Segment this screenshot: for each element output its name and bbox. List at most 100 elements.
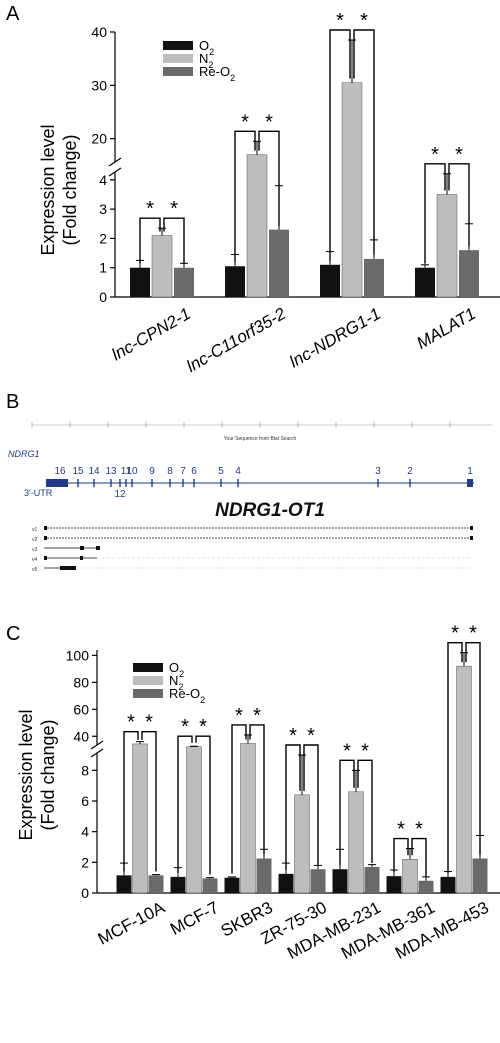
exon-number: 10 — [126, 466, 138, 477]
panel-b-label: B — [6, 391, 19, 413]
significance-bracket — [163, 217, 185, 264]
transcript-title: NDRG1-OT1 — [215, 500, 325, 521]
bar-N2 — [186, 746, 202, 894]
gene-name-label: NDRG1 — [8, 449, 40, 459]
bar-Re-O2 — [174, 267, 194, 297]
transcript-exon — [80, 546, 84, 550]
significance-star: * — [431, 144, 439, 166]
exon-block — [46, 479, 68, 487]
transcript-exon — [80, 556, 83, 560]
exon-number: 13 — [105, 466, 117, 477]
transcript-label: v5 — [32, 567, 38, 573]
bar-O2 — [116, 875, 132, 893]
y-tick-label: 100 — [66, 647, 90, 663]
category-label: MCF-10A — [95, 897, 169, 948]
panel-a-ylabel-line2: (Fold change) — [60, 134, 80, 245]
legend-swatch-O2 — [163, 41, 193, 50]
bar-Re-O2 — [148, 875, 164, 893]
bar-N2 — [294, 794, 310, 894]
bar-N2 — [402, 859, 418, 894]
y-tick-label: 30 — [91, 77, 107, 93]
y-tick-label: 0 — [99, 289, 107, 305]
transcript-tracks: v1 v2 v3 v4 v5 — [32, 526, 473, 573]
y-tick-label: 40 — [91, 24, 107, 40]
transcript-label: v4 — [32, 557, 38, 563]
utr-label: 3'-UTR — [24, 488, 53, 498]
bar-O2 — [332, 869, 348, 893]
legend-swatch-ReO2 — [133, 689, 163, 698]
significance-star: * — [146, 198, 154, 220]
bar-N2 — [436, 194, 458, 298]
y-tick-label: 4 — [99, 172, 107, 188]
category-label: MALAT1 — [413, 304, 479, 353]
bar-O2 — [224, 877, 240, 893]
bar-N2 — [151, 235, 173, 298]
category-label: lnc-C11orf35-2 — [183, 304, 289, 376]
y-tick-label: 4 — [81, 824, 89, 840]
significance-star: * — [253, 705, 261, 727]
exon-number: 7 — [180, 466, 186, 477]
significance-star: * — [265, 111, 273, 133]
significance-bracket — [258, 130, 280, 226]
significance-star: * — [181, 716, 189, 738]
transcript-exon — [470, 536, 473, 540]
bar-N2 — [456, 665, 472, 894]
significance-bracket — [141, 730, 157, 872]
significance-bracket — [285, 744, 301, 870]
bar-O2 — [386, 876, 402, 893]
exon-number: 4 — [235, 466, 241, 477]
exon-number: 2 — [407, 466, 413, 477]
legend-swatch-N2 — [133, 676, 163, 685]
significance-bracket — [393, 837, 409, 873]
significance-bracket — [424, 163, 446, 264]
legend-label-ReO2: Re-O2 — [199, 64, 235, 83]
significance-bracket — [465, 641, 481, 855]
bar-Re-O2 — [364, 866, 380, 893]
bar-N2 — [240, 743, 256, 894]
exon-number: 6 — [191, 466, 197, 477]
significance-bracket — [411, 837, 427, 877]
significance-star: * — [127, 712, 135, 734]
category-label: lnc-CPN2-1 — [108, 304, 194, 364]
exon-number: 11 — [121, 466, 132, 477]
exon-number: 12 — [114, 489, 126, 500]
bar-Re-O2 — [202, 878, 218, 893]
significance-bracket — [123, 730, 139, 872]
significance-bracket — [303, 744, 319, 866]
significance-star: * — [361, 740, 369, 762]
significance-bracket — [177, 735, 193, 873]
exon-number: 16 — [54, 466, 66, 477]
significance-star: * — [343, 740, 351, 762]
y-tick-label: 80 — [73, 674, 89, 690]
legend-label-ReO2: Re-O2 — [169, 686, 205, 705]
significance-bracket — [139, 217, 161, 264]
bar-Re-O2 — [418, 880, 434, 893]
bar-N2 — [132, 743, 148, 894]
significance-bracket — [249, 724, 265, 855]
bar-Re-O2 — [256, 858, 272, 893]
legend-swatch-O2 — [133, 663, 163, 672]
transcript-exon — [96, 546, 100, 550]
exon-number: 5 — [218, 466, 224, 477]
axis-break-mark — [90, 748, 104, 758]
significance-star: * — [360, 10, 368, 32]
legend-swatch-N2 — [163, 54, 193, 63]
bar-O2 — [170, 876, 186, 893]
axis-break-mark — [90, 740, 104, 750]
significance-bracket — [353, 29, 375, 255]
exon-number: 8 — [167, 466, 173, 477]
panel-b: B Your Sequence from Blat Search NDRG1 1… — [6, 391, 492, 573]
significance-star: * — [397, 819, 405, 841]
significance-star: * — [455, 144, 463, 166]
bar-O2 — [225, 266, 245, 297]
transcript-exon — [470, 526, 473, 530]
panel-c-label: C — [6, 623, 20, 645]
axis-break-mark — [108, 157, 122, 167]
bar-O2 — [278, 873, 294, 893]
significance-star: * — [241, 111, 249, 133]
panel-c-ylabel-line1: Expression level — [16, 709, 36, 840]
y-tick-label: 0 — [81, 885, 89, 901]
exon-number: 1 — [467, 466, 473, 477]
